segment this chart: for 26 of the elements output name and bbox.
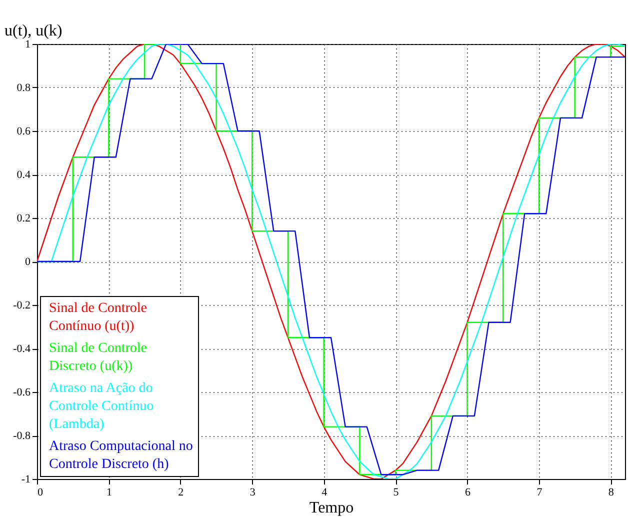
x-tick-label: 6 <box>464 486 471 498</box>
text: Sinal de Controle Contínuo (u(t)) <box>49 301 147 334</box>
x-tick-label: 2 <box>178 486 184 498</box>
x-tick-label: 8 <box>608 486 614 498</box>
y-tick-label: -0.2 <box>13 300 30 312</box>
x-tick-label: 5 <box>393 486 400 498</box>
x-tick-label: 0 <box>38 486 44 498</box>
y-tick-label: -1 <box>21 474 30 486</box>
text: Sinal de Controle Discreto (u(k)) <box>49 341 147 374</box>
y-tick-label: 0.6 <box>16 126 31 138</box>
y-tick-label: 0.4 <box>16 169 31 181</box>
y-tick-label: 0 <box>25 256 31 268</box>
y-tick-label: 1 <box>25 38 30 50</box>
y-tick-label: 0.8 <box>16 82 31 94</box>
y-tick-label: -0.8 <box>13 430 31 442</box>
text: Atraso na Ação do Controle Contínuo (Lambda) <box>49 381 154 432</box>
y-axis-title: u(t), u(k) <box>4 22 62 40</box>
y-tick-label: -0.6 <box>13 386 31 398</box>
x-tick-label: 3 <box>250 486 256 498</box>
x-tick-label: 1 <box>106 486 112 498</box>
text: Atraso Computacional no Controle Discreto (h) <box>49 439 193 472</box>
y-tick-label: -0.4 <box>13 343 31 355</box>
x-axis-title: Tempo <box>309 500 354 516</box>
x-tick-label: 4 <box>322 486 328 498</box>
y-tick-label: 0.2 <box>16 212 30 224</box>
x-tick-label: 7 <box>536 486 543 498</box>
